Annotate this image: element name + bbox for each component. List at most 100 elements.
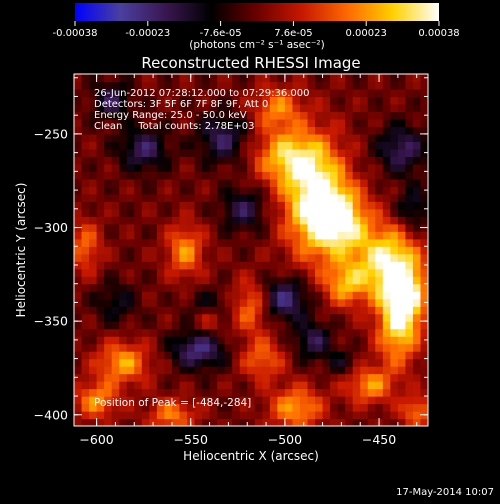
heatmap-cell (345, 88, 354, 98)
heatmap-cell (104, 103, 113, 113)
heatmap-cell (239, 411, 248, 420)
heatmap-cell (337, 298, 346, 307)
heatmap-cell (149, 126, 158, 135)
heatmap-cell (104, 178, 113, 187)
heatmap-cell (126, 411, 135, 420)
heatmap-cell (247, 388, 256, 397)
heatmap-cell (397, 388, 406, 397)
heatmap-cell (307, 223, 316, 232)
heatmap-cell (330, 403, 339, 412)
heatmap-cell (352, 141, 361, 150)
heatmap-cell (119, 396, 128, 405)
heatmap-cell (217, 418, 226, 426)
heatmap-cell (292, 328, 301, 337)
heatmap-cell (254, 148, 263, 157)
heatmap-cell (412, 201, 422, 210)
heatmap-cell (420, 328, 428, 337)
heatmap-cell (202, 171, 211, 180)
heatmap-cell (104, 298, 113, 307)
heatmap-cell (81, 133, 90, 142)
heatmap-cell (299, 381, 309, 390)
heatmap-cell (179, 336, 188, 345)
heatmap-cell (104, 283, 113, 292)
heatmap-cell (345, 403, 354, 412)
heatmap-cell (367, 388, 376, 397)
heatmap-cell (81, 171, 90, 180)
heatmap-cell (299, 246, 309, 255)
heatmap-cell (262, 223, 271, 232)
heatmap-cell (179, 96, 188, 105)
heatmap-cell (360, 321, 369, 330)
heatmap-cell (284, 373, 294, 382)
heatmap-cell (420, 201, 428, 210)
heatmap-cell (337, 276, 346, 285)
heatmap-cell (224, 141, 233, 150)
heatmap-cell (254, 156, 263, 165)
heatmap-cell (179, 291, 188, 300)
heatmap-cell (405, 74, 414, 83)
heatmap-cell (217, 171, 226, 180)
heatmap-cell (277, 96, 286, 105)
heatmap-cell (247, 418, 256, 426)
heatmap-cell (179, 148, 188, 157)
heatmap-cell (307, 328, 316, 337)
heatmap-cell (247, 81, 256, 90)
heatmap-cell (119, 156, 128, 165)
heatmap-cell (254, 171, 263, 180)
heatmap-cell (420, 388, 428, 397)
heatmap-cell (322, 298, 331, 307)
colorbar-tick-label: -0.00023 (125, 28, 170, 39)
heatmap-cell (186, 208, 196, 217)
heatmap-cell (345, 291, 354, 300)
heatmap-cell (194, 306, 203, 315)
heatmap-cell (322, 74, 331, 83)
heatmap-cell (74, 246, 83, 255)
heatmap-cell (209, 231, 218, 240)
heatmap-cell (81, 336, 90, 345)
heatmap-cell (239, 163, 248, 172)
heatmap-cell (315, 74, 324, 83)
heatmap-cell (89, 381, 98, 390)
heatmap-cell (367, 156, 376, 165)
heatmap-cell (420, 291, 428, 300)
heatmap-cell (74, 111, 83, 120)
heatmap-cell (367, 74, 376, 83)
heatmap-cell (292, 81, 301, 90)
heatmap-cell (390, 298, 399, 307)
heatmap-cell (202, 276, 211, 285)
heatmap-cell (277, 336, 286, 345)
heatmap-cell (217, 201, 226, 210)
heatmap-cell (292, 208, 301, 217)
heatmap-cell (330, 74, 339, 83)
heatmap-cell (254, 74, 263, 83)
heatmap-cell (360, 418, 369, 426)
heatmap-cell (119, 201, 128, 210)
heatmap-cell (254, 396, 263, 405)
heatmap-cell (269, 88, 278, 98)
heatmap-cell (412, 411, 422, 420)
heatmap-cell (194, 298, 203, 307)
heatmap-cell (171, 118, 181, 128)
heatmap-cell (164, 291, 173, 300)
heatmap-cell (322, 111, 331, 120)
heatmap-cell (405, 141, 414, 150)
heatmap-cell (119, 283, 128, 292)
heatmap-cell (360, 111, 369, 120)
heatmap-cell (89, 193, 98, 202)
heatmap-cell (81, 246, 90, 255)
heatmap-cell (337, 246, 346, 255)
heatmap-cell (337, 366, 346, 375)
heatmap-cell (420, 133, 428, 142)
heatmap-cell (209, 313, 218, 322)
heatmap-cell (345, 343, 354, 352)
heatmap-cell (405, 411, 414, 420)
heatmap-cell (262, 306, 271, 315)
heatmap-cell (360, 156, 369, 165)
heatmap-cell (171, 141, 181, 150)
heatmap-cell (111, 328, 120, 337)
heatmap-cell (254, 321, 263, 330)
heatmap-cell (292, 163, 301, 172)
heatmap-cell (96, 388, 105, 397)
heatmap-cell (277, 193, 286, 202)
heatmap-cell (119, 411, 128, 420)
